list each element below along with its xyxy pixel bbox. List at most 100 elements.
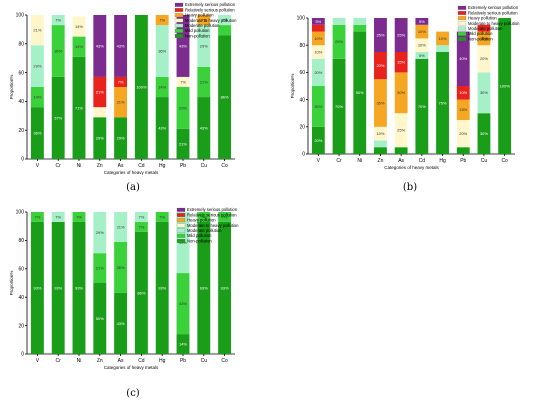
bar-hg-heavy-pollution [436,31,449,46]
data-label: 25% [397,32,405,37]
legend-label: Moderate pollution [187,228,222,233]
data-label: 7% [139,224,145,229]
y-tick-label: 80 [18,238,24,244]
legend-swatch-non-pollution [174,34,184,38]
x-tick-label: Co [221,358,228,364]
y-axis-label: Proportion% [9,75,14,100]
bar-zn-non-pollution [93,283,107,354]
y-tick-label: 40 [18,99,24,105]
x-tick-label: Co [221,163,228,169]
data-label: 43% [179,301,187,306]
data-label: 35% [376,100,384,105]
x-axis-label: Categories of heavy metals [384,165,439,170]
legend-label: Mild pollution [185,28,210,33]
bar-zn-relatively-serious-pollution [374,52,387,80]
data-label: 10% [459,90,467,95]
y-axis-label: Proportion% [290,74,295,99]
y-tick-label: 20 [18,128,24,134]
data-label: 93% [200,285,208,290]
data-label: 7% [139,214,145,219]
data-label: 7% [201,17,207,22]
legend-swatch-mild-pollution [174,28,184,33]
data-label: 10% [376,131,384,136]
bar-hg-mild-pollution [155,76,169,98]
legend-swatch-moderate-pollution [174,23,184,28]
data-label: 93% [75,285,83,290]
legend-label: Mild pollution [468,31,493,36]
bar-ni-mild-pollution [72,212,86,222]
legend-label: Moderate pollution [185,23,220,28]
bar-cd-moderate-pollution [415,52,429,59]
legend-label: Relatively serious pollution [185,7,235,12]
x-tick-label: Cu [481,158,488,164]
bar-zn-moderate-to-heavy-pollution [93,107,107,118]
legend-label: Extremely serious pollution [185,2,236,7]
legend-label: Moderate pollution [468,26,503,31]
data-label: 5% [419,19,425,24]
data-label: 15% [397,60,405,65]
data-label: 10% [480,36,488,41]
bar-hg-heavy-pollution [155,15,169,26]
legend-label: Relatively serious pollution [468,10,518,15]
legend-label: Extremely serious pollution [468,5,519,10]
bar-cu-relatively-serious-pollution [477,24,491,32]
data-label: 20% [314,70,322,75]
legend-label: Heavy pollution [468,16,497,21]
data-label: 43% [179,43,187,48]
y-tick-label: 0 [302,152,305,158]
panel-label: (a) [126,182,140,193]
bar-zn-heavy-pollution [374,79,387,127]
legend-label: Mild pollution [187,233,212,238]
bar-ni-non-pollution [353,31,367,155]
data-label: 86% [137,290,145,295]
data-label: 25% [376,32,384,37]
bar-cd-non-pollution [415,58,429,154]
legend-swatch-relatively-serious-pollution [176,213,186,217]
x-tick-label: Zn [378,158,384,164]
bar-v-relatively-serious-pollution [311,24,325,32]
data-label: 50% [96,316,104,321]
data-label: 75% [439,100,447,105]
bar-v-mild-pollution [311,86,325,127]
bar-pb-extremely-serious-pollution [456,31,470,87]
bar-pb-heavy-pollution [456,99,470,120]
data-label: 70% [335,104,343,109]
bar-co-non-pollution [218,221,232,354]
bar-v-heavy-pollution [311,31,325,46]
x-tick-label: Pb [460,158,466,164]
data-label: 25% [397,128,405,133]
data-label: 21% [117,224,125,229]
bar-pb-non-pollution [456,147,470,154]
bar-co-mild-pollution [218,25,232,36]
data-label: 21% [200,79,208,84]
y-tick-label: 100 [16,210,25,216]
data-label: 30% [397,90,405,95]
data-label: 70% [418,104,426,109]
x-tick-label: Cd [138,358,145,364]
x-tick-label: Zn [97,163,103,169]
data-label: 29% [96,136,104,141]
bar-co-non-pollution [218,35,232,159]
panel-a: 0 20 40 60 80 100 36% 14% 29% 21% V 57% 36% 7% Cr 71% 14… [9,2,237,193]
legend-swatch-moderate-to-heavy-pollution [174,18,184,23]
data-label: 7% [201,214,207,219]
data-label: 100% [500,83,511,88]
data-label: 93% [221,285,229,290]
panel-label: (b) [403,182,417,193]
bar-cd-mild-pollution [134,221,148,232]
data-label: 10% [314,49,322,54]
legend-swatch-relatively-serious-pollution [174,8,184,12]
data-label: 71% [75,105,83,110]
bar-cr-mild-pollution [332,24,346,59]
data-label: 93% [54,285,62,290]
legend-label: Non-pollution [468,36,493,41]
data-label: 14% [33,94,41,99]
bar-ni-non-pollution [72,221,86,354]
data-label: 93% [158,285,166,290]
bar-cr-moderate-pollution [51,212,65,222]
bar-co-mild-pollution [218,212,232,222]
bar-as-extremely-serious-pollution [114,15,128,77]
data-label: 7% [118,79,124,84]
bar-cu-non-pollution [197,221,211,354]
bar-v-non-pollution [311,126,325,154]
